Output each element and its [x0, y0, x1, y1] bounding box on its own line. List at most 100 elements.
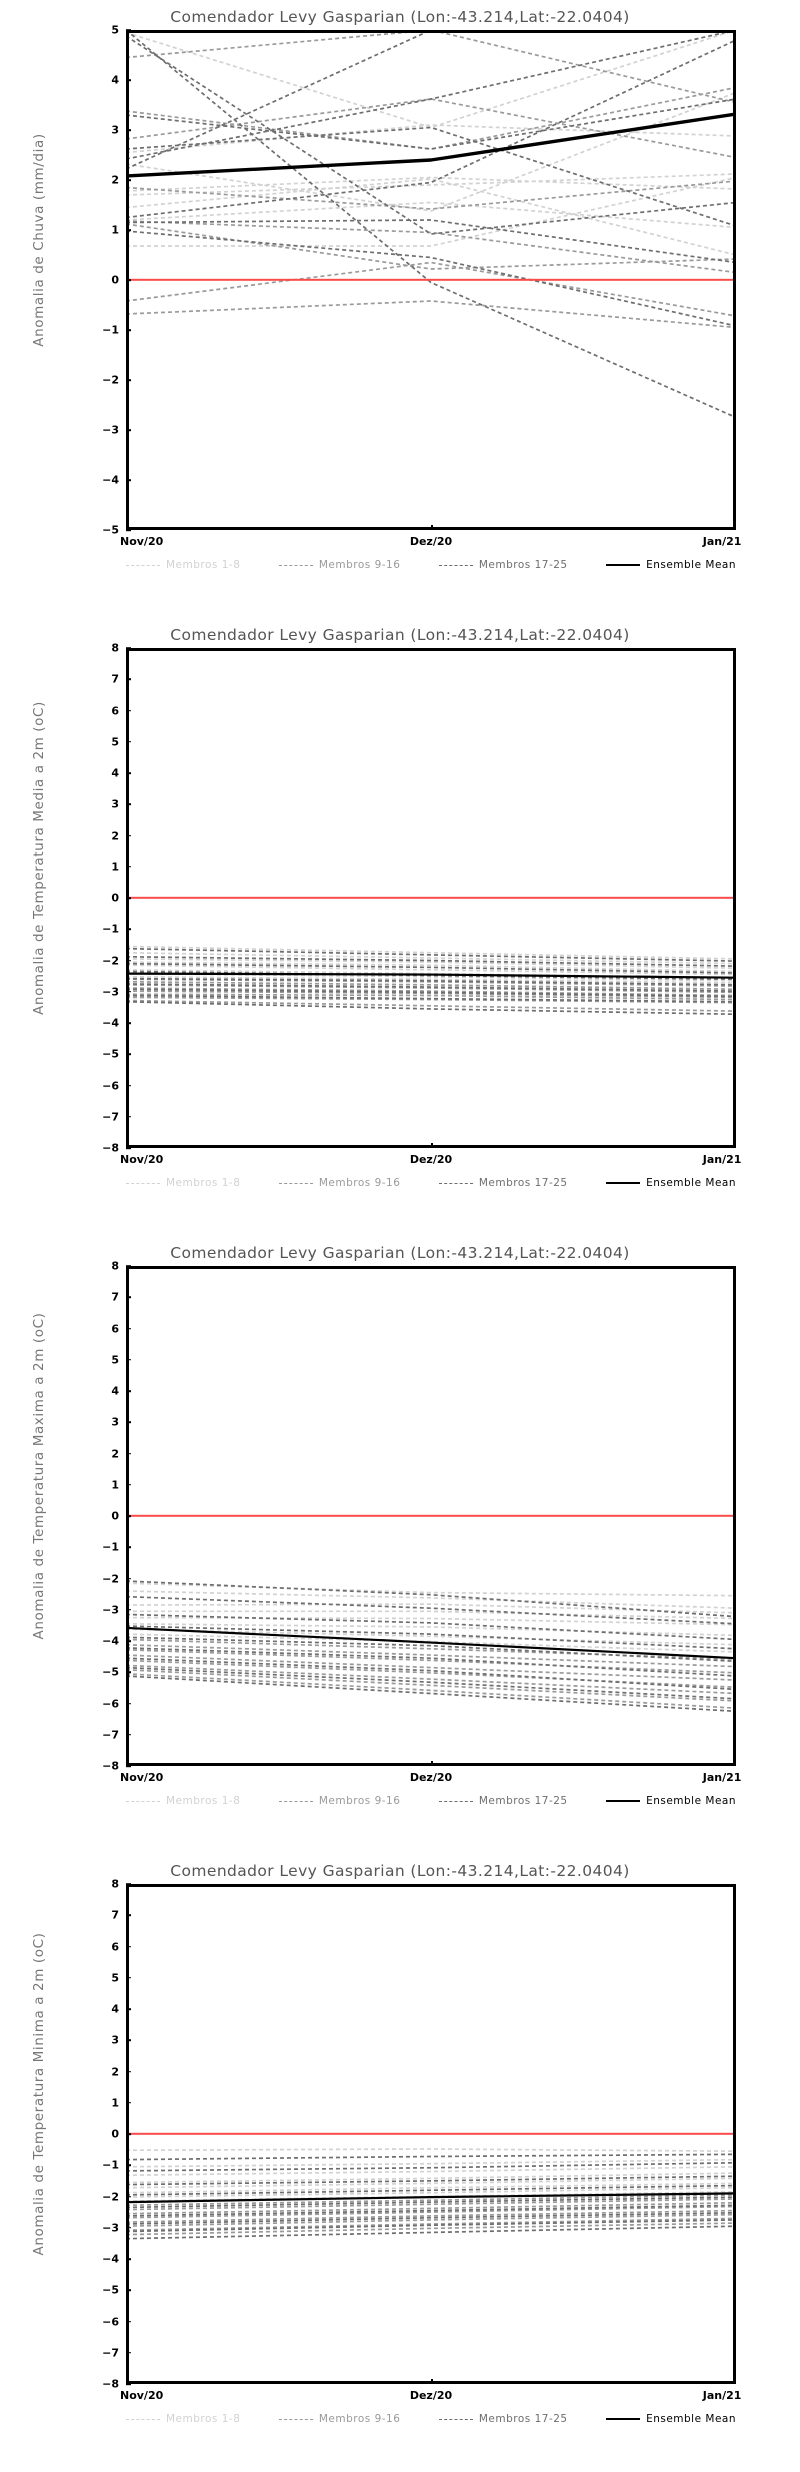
y-tick-mark [126, 1733, 131, 1736]
legend-item[interactable]: Ensemble Mean [606, 1795, 736, 1807]
member-line [126, 219, 736, 264]
member-line [126, 98, 736, 150]
y-tick-label: −3 [102, 1603, 119, 1617]
x-tick-label: Nov/20 [120, 535, 164, 548]
member-line [126, 180, 736, 210]
y-tick-mark [126, 1358, 131, 1361]
y-tick-mark [126, 1883, 131, 1885]
x-tick-label: Nov/20 [120, 2389, 164, 2402]
legend-swatch-icon [606, 1800, 641, 1802]
y-tick-label: −4 [102, 1634, 119, 1648]
member-line [126, 975, 736, 984]
y-tick-label: −2 [102, 373, 119, 387]
member-line [126, 977, 736, 986]
member-line [126, 2194, 736, 2207]
member-line [126, 951, 736, 965]
legend-item[interactable]: Ensemble Mean [606, 559, 736, 571]
legend-item[interactable]: Ensemble Mean [606, 2413, 736, 2425]
y-tick-mark [126, 1022, 131, 1024]
legend-item[interactable]: Membros 17-25 [438, 559, 568, 571]
member-line [126, 1672, 736, 1710]
y-tick-label: 3 [111, 797, 119, 811]
legend-swatch-icon [438, 1800, 473, 1802]
y-tick-mark [126, 865, 131, 868]
legend-item[interactable]: Membros 1-8 [126, 1177, 240, 1189]
y-tick-mark [126, 79, 131, 81]
legend-item[interactable]: Membros 9-16 [278, 1795, 401, 1807]
legend-label: Membros 17-25 [478, 1177, 568, 1189]
member-line [126, 2184, 736, 2196]
y-tick-label: −2 [102, 954, 119, 967]
member-line [126, 970, 736, 981]
series-canvas [126, 945, 736, 1016]
member-line [126, 2222, 736, 2236]
member-line [126, 1595, 736, 1625]
y-tick-label: 1 [111, 2096, 119, 2110]
legend-item[interactable]: Membros 17-25 [438, 2413, 568, 2425]
y-axis-label: Anomalia de Temperatura Maxima a 2m (oC) [31, 1312, 47, 1640]
legend-item[interactable]: Membros 9-16 [278, 559, 401, 571]
x-tick-mark [431, 1143, 433, 1148]
plot-area [126, 1266, 736, 1766]
ensemble-mean-line [126, 1626, 736, 1660]
member-line [126, 1643, 736, 1668]
member-line [126, 987, 736, 997]
y-tick-mark [126, 2320, 131, 2323]
legend-item[interactable]: Ensemble Mean [606, 1177, 736, 1189]
y-tick-mark [126, 1296, 131, 1299]
y-tick-mark [126, 2351, 131, 2354]
y-tick-label: −7 [102, 1728, 119, 1742]
legend-swatch-icon [438, 2418, 473, 2420]
legend-item[interactable]: Membros 1-8 [126, 559, 240, 571]
legend-item[interactable]: Membros 9-16 [278, 1177, 401, 1189]
y-tick-mark [126, 1483, 131, 1486]
plot-area [126, 30, 736, 530]
y-tick-mark [126, 897, 131, 899]
y-tick-mark [126, 803, 131, 806]
legend-item[interactable]: Membros 17-25 [438, 1795, 568, 1807]
member-line [126, 1000, 736, 1016]
y-tick-mark [126, 1147, 131, 1149]
member-line [126, 996, 736, 1004]
y-tick-mark [126, 1945, 131, 1948]
y-tick-label: −1 [102, 2158, 119, 2172]
x-tick-label: Dez/20 [409, 1153, 453, 1166]
legend-item[interactable]: Membros 1-8 [126, 2413, 240, 2425]
y-tick-mark [126, 129, 131, 131]
legend-item[interactable]: Membros 9-16 [278, 2413, 401, 2425]
y-tick-label: 4 [111, 766, 119, 780]
y-tick-mark [126, 329, 131, 331]
y-tick-mark [126, 772, 131, 774]
y-tick-mark [126, 2070, 131, 2073]
member-line [126, 1666, 736, 1700]
y-tick-mark [126, 2008, 131, 2010]
ensemble-mean-line [126, 972, 736, 979]
legend-item[interactable]: Membros 1-8 [126, 1795, 240, 1807]
y-tick-label: 0 [111, 891, 119, 905]
page-title: Comendador Levy Gasparian (Lon:-43.214,L… [170, 626, 630, 644]
y-tick-label: 2 [111, 829, 119, 842]
y-tick-label: −7 [102, 1110, 119, 1124]
x-tick-mark [431, 2379, 433, 2384]
member-line [126, 30, 736, 160]
y-tick-label: 0 [111, 1509, 119, 1523]
y-tick-label: 2 [111, 173, 119, 187]
y-tick-label: 1 [111, 223, 119, 237]
legend-item[interactable]: Membros 17-25 [438, 1177, 568, 1189]
member-line [126, 1668, 736, 1702]
y-tick-label: −2 [102, 1572, 119, 1585]
member-line [126, 1622, 736, 1637]
member-line [126, 2198, 736, 2211]
y-tick-label: −1 [102, 1540, 119, 1554]
member-line [126, 1675, 736, 1713]
legend-label: Membros 9-16 [318, 1795, 401, 1807]
y-tick-mark [126, 1976, 131, 1979]
member-line [126, 2161, 736, 2172]
member-line [126, 1603, 736, 1614]
member-line [126, 2175, 736, 2186]
y-tick-mark [126, 379, 131, 381]
x-tick-label: Jan/21 [702, 1153, 742, 1166]
member-line [126, 35, 736, 235]
legend-swatch-icon [278, 1800, 313, 1802]
